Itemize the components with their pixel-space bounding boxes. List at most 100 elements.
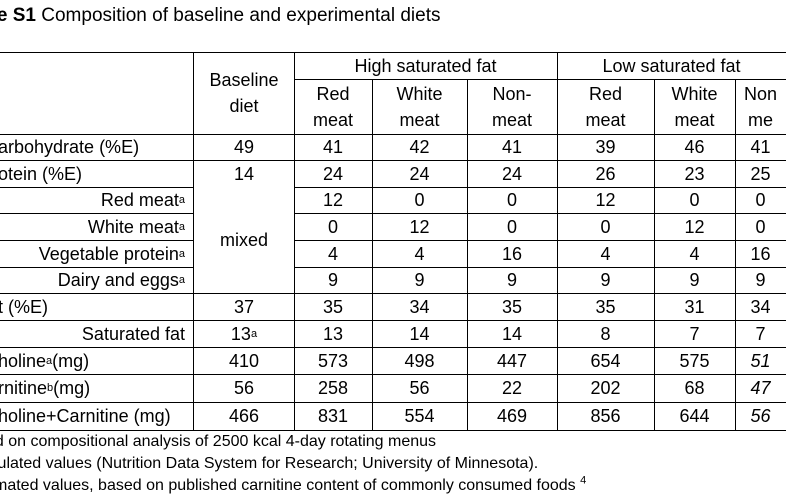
- table-cell: 39: [595, 137, 616, 157]
- table-rule: [294, 213, 786, 214]
- table-cell: 31: [684, 296, 705, 317]
- table-cell: 34: [750, 296, 771, 317]
- subcolumn-header: White meat: [372, 79, 467, 134]
- table-cell: 14: [409, 323, 430, 344]
- subcolumn-header: White meat: [654, 79, 735, 134]
- table-cell: 0: [506, 190, 517, 210]
- table-rule: [193, 52, 194, 430]
- table-cell: 856: [590, 406, 621, 426]
- table-cell: 258: [317, 378, 349, 398]
- baseline-value: 56: [233, 378, 255, 398]
- header-line: Baseline: [209, 70, 279, 90]
- header-line: Non: [743, 83, 778, 104]
- table-cell: 4: [327, 243, 338, 264]
- baseline-mixed-cell: mixed: [219, 230, 268, 250]
- table-rule: [654, 79, 655, 430]
- header-line: meat: [674, 109, 715, 130]
- table-cell: 469: [496, 406, 528, 426]
- table-cell: 7: [755, 323, 766, 344]
- group-header-low-saturated-fat: Low saturated fat: [602, 55, 741, 76]
- table-rule: [0, 293, 786, 294]
- table-cell: 35: [595, 296, 616, 317]
- table-cell: 9: [327, 270, 338, 290]
- table-cell: 7: [689, 323, 700, 344]
- table-cell: 644: [679, 406, 710, 426]
- row-label: Red meat a: [100, 190, 185, 210]
- table-cell: 0: [327, 216, 338, 237]
- footnote: lculated values (Nutrition Data System f…: [0, 455, 539, 472]
- subcolumn-header: Non-meat: [467, 79, 557, 134]
- header-line: meat: [491, 109, 533, 130]
- header-line: meat: [399, 109, 440, 130]
- superscript: 4: [580, 474, 587, 487]
- table-rule: [0, 347, 786, 348]
- table-cell: 9: [600, 270, 611, 290]
- table-cell: 0: [755, 190, 766, 210]
- baseline-value: 466: [228, 406, 260, 426]
- table-cell: 12: [595, 190, 616, 210]
- row-label: t (%E): [0, 296, 49, 317]
- table-rule: [0, 187, 193, 188]
- table-cell: 12: [684, 216, 705, 237]
- header-line: Red: [316, 83, 350, 104]
- header-line: me: [747, 109, 773, 130]
- table-rule: [0, 267, 193, 268]
- table-cell: 16: [750, 243, 771, 264]
- table-cell: 498: [404, 350, 435, 371]
- table-cell: 12: [409, 216, 430, 237]
- row-label: Vegetable protein a: [38, 243, 185, 264]
- header-line: White: [671, 83, 718, 104]
- table-cell: 41: [501, 137, 523, 157]
- row-label: holine a (mg): [0, 350, 90, 371]
- table-cell: 202: [590, 378, 621, 398]
- table-cell: 41: [322, 137, 344, 157]
- table-rule: [0, 430, 786, 431]
- table-cell: 654: [590, 350, 621, 371]
- table-rule: [0, 240, 193, 241]
- footnote: timated values, based on published carni…: [0, 474, 587, 494]
- table-cell: 0: [506, 216, 517, 237]
- footnote: ed on compositional analysis of 2500 kca…: [0, 433, 437, 450]
- row-label: arbohydrate (%E): [0, 137, 140, 157]
- baseline-value: 37: [233, 296, 255, 317]
- table-cell: 12: [322, 190, 344, 210]
- table-cell: 47: [750, 378, 771, 398]
- table-rule: [294, 267, 786, 268]
- table-cell: 9: [689, 270, 700, 290]
- table-cell: 24: [322, 163, 344, 184]
- table-cell: 23: [684, 163, 705, 184]
- table-cell: 9: [755, 270, 766, 290]
- table-cell: 8: [600, 323, 611, 344]
- table-cell: 447: [496, 350, 528, 371]
- table-cell: 831: [317, 406, 349, 426]
- table-cell: 34: [409, 296, 430, 317]
- table-cell: 4: [689, 243, 700, 264]
- table-cell: 26: [595, 163, 616, 184]
- table-cell: 9: [414, 270, 425, 290]
- subcolumn-header: Red meat: [557, 79, 654, 134]
- table-cell: 35: [322, 296, 344, 317]
- table-caption: Composition of baseline and experimental…: [35, 5, 441, 26]
- table-cell: 14: [501, 323, 523, 344]
- row-label: Dairy and eggs a: [57, 270, 185, 290]
- table-cell: 25: [750, 163, 771, 184]
- table-rule: [0, 320, 786, 321]
- table-cell: 51: [750, 350, 771, 371]
- subcolumn-header: Non me: [735, 79, 786, 134]
- table-cell: 42: [409, 137, 430, 157]
- group-header-high-saturated-fat: High saturated fat: [354, 55, 497, 76]
- row-label: otein (%E): [0, 163, 83, 184]
- table-rule: [557, 52, 558, 430]
- table-title: ble S1 Composition of baseline and exper…: [0, 2, 441, 30]
- header-line: meat: [585, 109, 626, 130]
- table-cell: 24: [409, 163, 430, 184]
- table-cell: 4: [414, 243, 425, 264]
- row-label: White meat a: [87, 216, 185, 237]
- table-rule: [294, 240, 786, 241]
- table-cell: 4: [600, 243, 611, 264]
- table-cell: 13: [322, 323, 344, 344]
- table-rule: [0, 134, 786, 135]
- table-cell: 554: [404, 406, 435, 426]
- header-line: White: [396, 83, 443, 104]
- table-rule: [0, 374, 786, 375]
